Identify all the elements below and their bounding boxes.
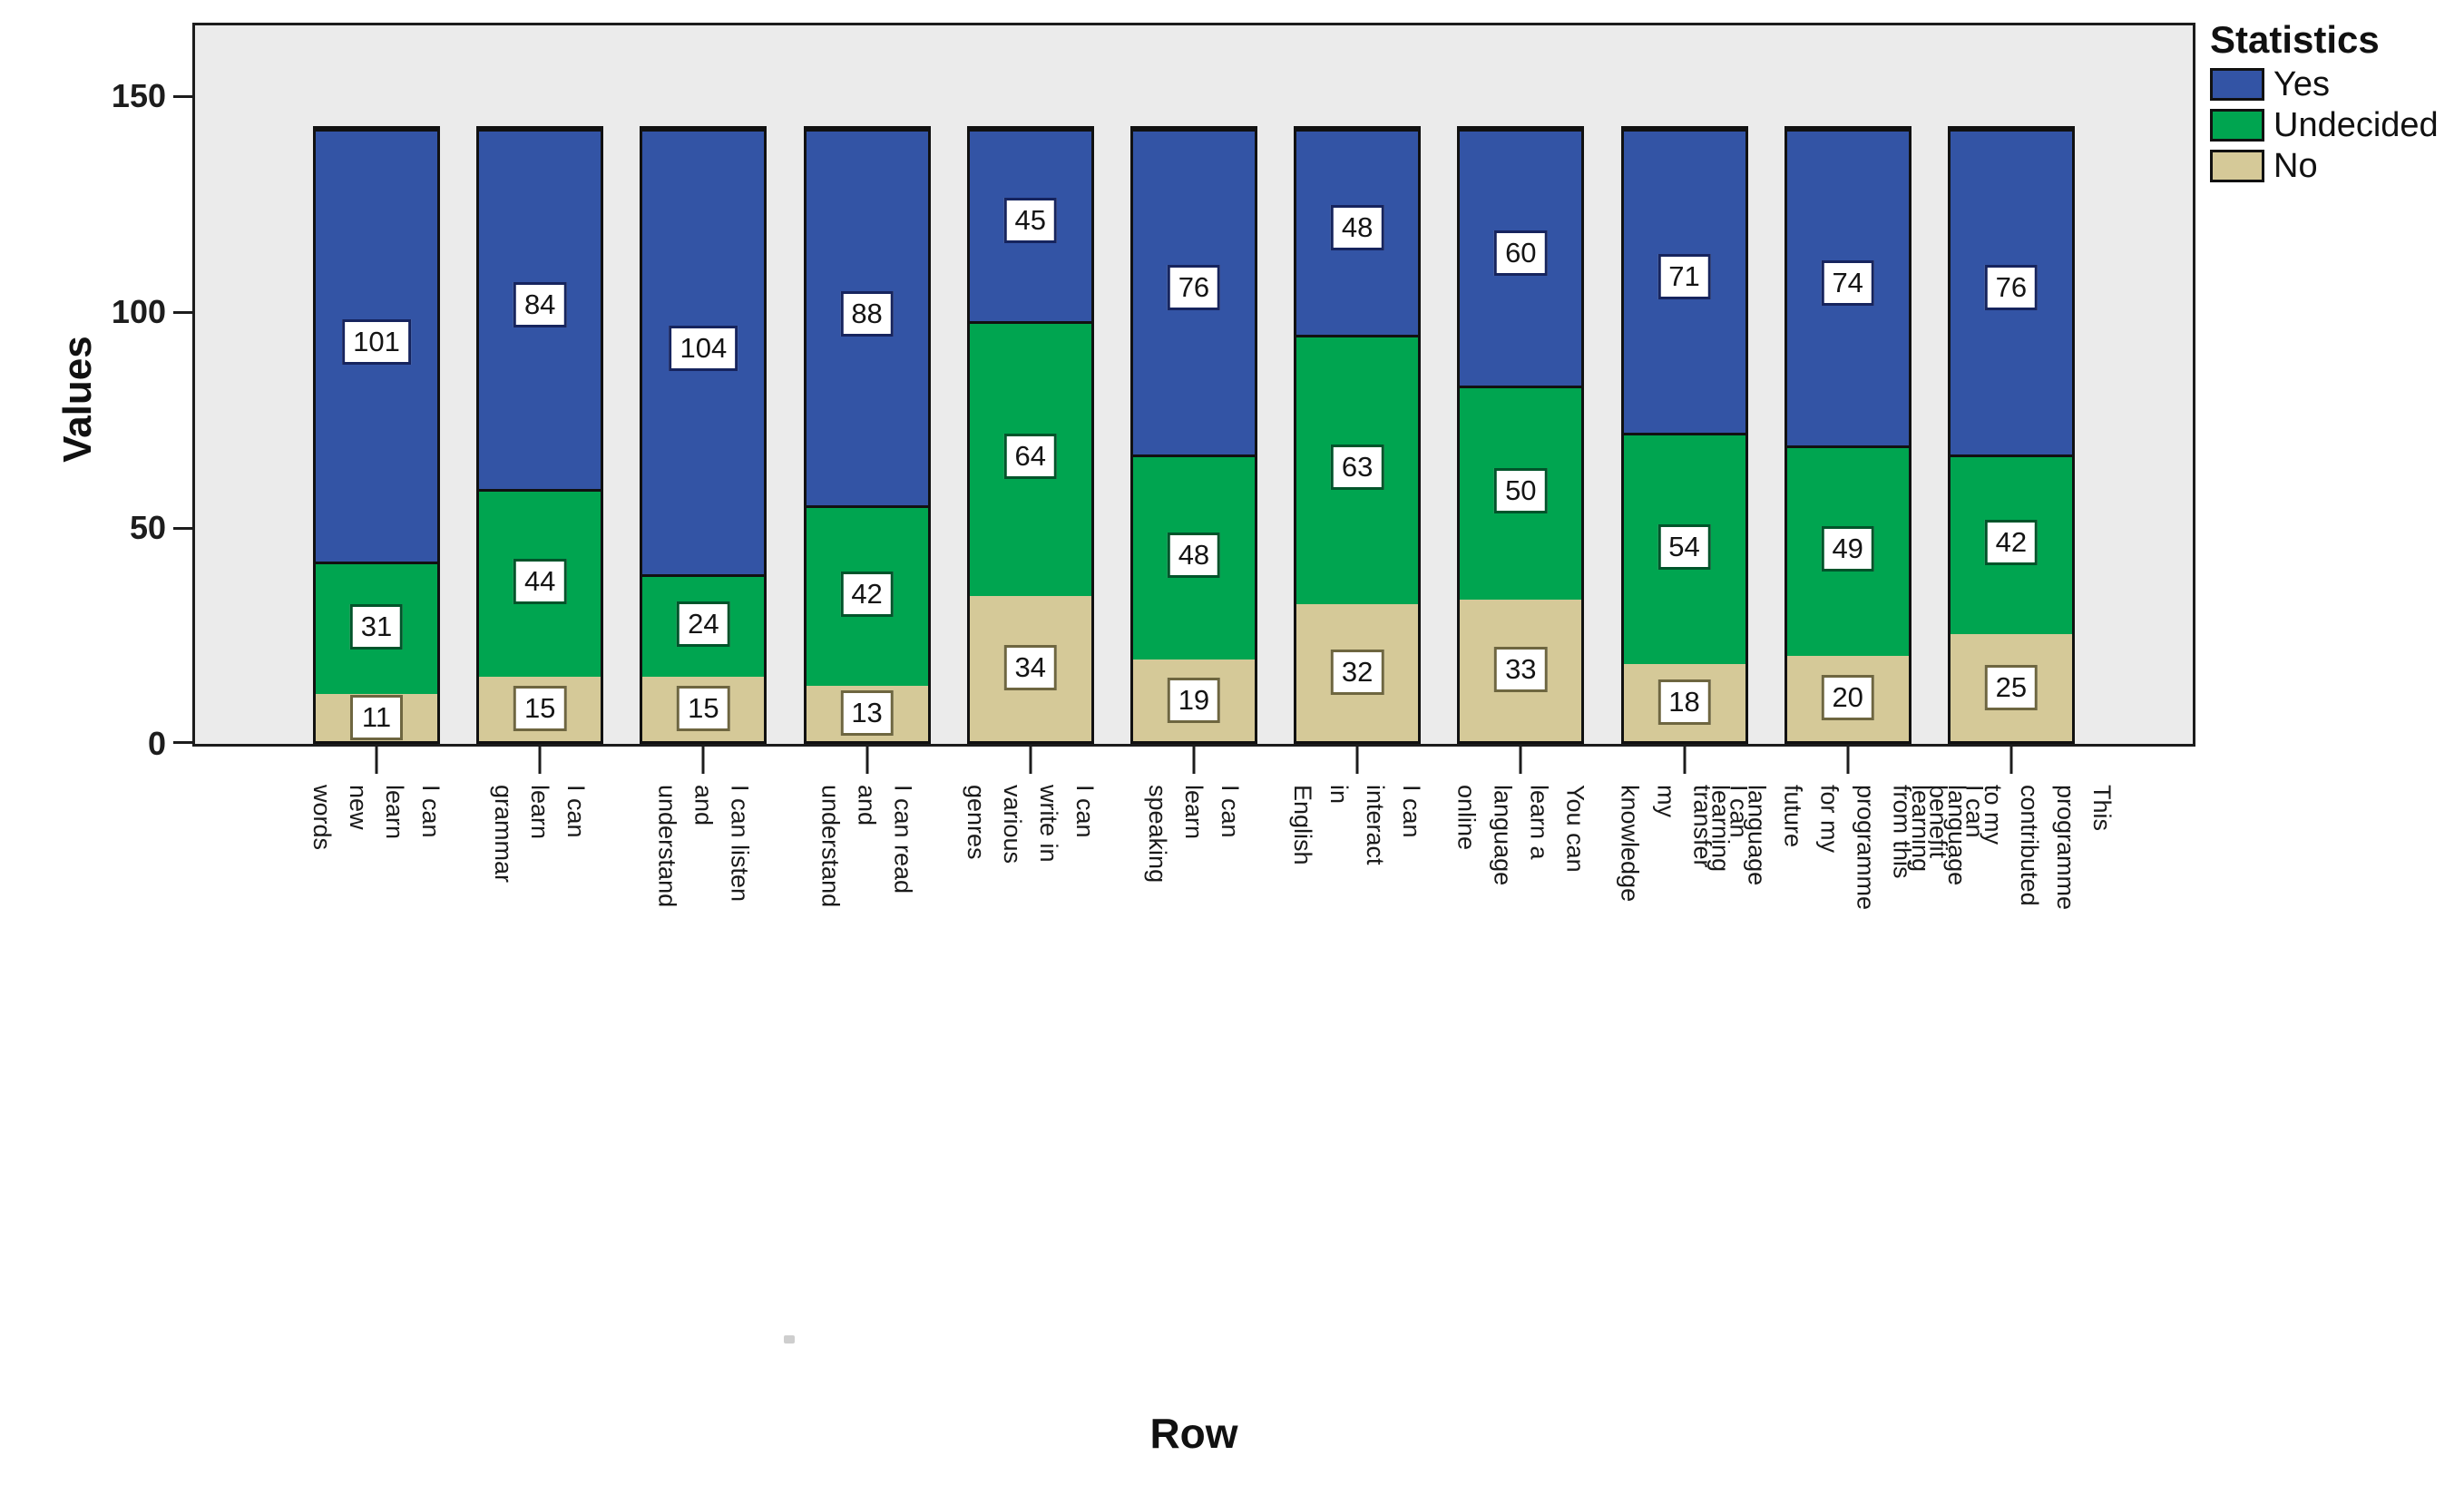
plot-area: 11 31 101 I can learn new words 15 44 84 I can … <box>112 23 2195 910</box>
value-label-yes: 84 <box>513 282 567 328</box>
legend-entries: Yes Undecided No <box>2210 66 2439 184</box>
value-label-no: 34 <box>1003 645 1057 691</box>
category-label: I can learn grammar <box>490 785 591 884</box>
bar-category-11: 25 42 76 This programme contributed to my l… <box>1907 126 2116 910</box>
y-tick-label: 100 <box>111 293 166 330</box>
value-label-no: 20 <box>1821 675 1874 721</box>
y-tick <box>173 94 195 98</box>
y-tick-label: 0 <box>147 725 166 762</box>
value-label-no: 11 <box>350 694 403 740</box>
legend-label: No <box>2273 147 2318 185</box>
category-label: I can listen and understand <box>653 785 754 908</box>
value-label-no: 15 <box>677 686 730 732</box>
x-tick <box>1029 747 1032 774</box>
legend-label: Yes <box>2273 65 2330 103</box>
value-label-yes: 104 <box>669 325 738 371</box>
value-label-undecided: 63 <box>1330 444 1384 490</box>
legend-row-no: No <box>2210 148 2439 184</box>
bar-category-1: 11 31 101 I can learn new words <box>308 126 445 850</box>
bar-category-10: 20 49 74 I can benefit from this programme … <box>1707 126 1989 910</box>
stray-mark <box>784 1335 795 1344</box>
value-label-no: 13 <box>840 690 894 737</box>
value-label-undecided: 24 <box>677 601 730 648</box>
x-tick <box>865 747 869 774</box>
legend-title: Statistics <box>2210 18 2380 61</box>
x-tick <box>2009 747 2013 774</box>
x-axis-title: Row <box>1149 1410 1238 1457</box>
value-label-undecided: 50 <box>1494 467 1548 513</box>
bar-category-6: 19 48 76 I can learn speaking <box>1129 126 1257 883</box>
y-tick-label: 50 <box>129 509 166 546</box>
value-label-no: 33 <box>1494 647 1548 693</box>
value-label-no: 15 <box>513 686 567 732</box>
bar-category-8: 33 50 60 You can learn a language online <box>1452 126 1589 885</box>
y-tick-label: 150 <box>111 77 166 114</box>
legend-swatch-undecided <box>2210 109 2264 142</box>
value-label-yes: 88 <box>840 290 894 337</box>
bars-container: 11 31 101 I can learn new words 15 44 84 I can … <box>195 25 2193 910</box>
value-label-no: 19 <box>1167 677 1221 723</box>
value-label-yes: 71 <box>1657 254 1711 300</box>
x-tick <box>1192 747 1196 774</box>
category-label: I can interact in English <box>1289 785 1426 865</box>
x-tick <box>1355 747 1359 774</box>
x-tick <box>701 747 705 774</box>
legend-row-undecided: Undecided <box>2210 107 2439 143</box>
legend-swatch-no <box>2210 150 2264 182</box>
x-tick <box>1846 747 1850 774</box>
bar-category-7: 32 63 48 I can interact in English <box>1289 126 1425 865</box>
category-label: I can transfer my knowledge <box>1616 785 1753 903</box>
y-tick <box>173 310 195 314</box>
value-label-no: 25 <box>1984 664 2039 710</box>
category-label: You can learn a language online <box>1452 785 1589 886</box>
value-label-yes: 74 <box>1821 260 1874 307</box>
value-label-yes: 60 <box>1494 230 1548 277</box>
value-label-yes: 101 <box>342 318 411 365</box>
category-label: I can write in various genres <box>962 785 1099 865</box>
value-label-yes: 76 <box>1167 265 1221 311</box>
x-tick <box>538 747 542 774</box>
value-label-undecided: 64 <box>1003 433 1057 479</box>
value-label-undecided: 54 <box>1657 523 1711 570</box>
value-label-yes: 76 <box>1984 265 2039 311</box>
value-label-undecided: 48 <box>1167 533 1221 579</box>
bar-category-2: 15 44 84 I can learn grammar <box>476 126 604 883</box>
category-label: This programme contributed to my languag… <box>1906 785 2116 911</box>
category-label: I can learn new words <box>308 785 445 851</box>
x-tick <box>1683 747 1686 774</box>
bar-category-9: 18 54 71 I can transfer my knowledge <box>1617 126 1753 902</box>
value-label-yes: 45 <box>1003 198 1057 244</box>
value-label-undecided: 44 <box>513 558 567 604</box>
legend-swatch-yes <box>2210 68 2264 101</box>
category-label: I can benefit from this programme for my… <box>1706 785 1989 911</box>
category-label: I can read and understand <box>816 785 917 908</box>
value-label-undecided: 42 <box>840 572 894 618</box>
bar-category-3: 15 24 104 I can listen and understand <box>640 126 768 907</box>
value-label-no: 18 <box>1657 679 1711 726</box>
value-label-no: 32 <box>1330 649 1384 695</box>
legend: Statistics Yes Undecided No <box>2210 18 2439 184</box>
category-label: I can learn speaking <box>1143 785 1244 884</box>
legend-row-yes: Yes <box>2210 66 2439 103</box>
y-axis-title: Values <box>55 336 100 463</box>
value-label-undecided: 42 <box>1984 520 2039 566</box>
y-tick <box>173 526 195 530</box>
legend-label: Undecided <box>2273 106 2439 144</box>
value-label-undecided: 31 <box>349 603 404 650</box>
x-tick <box>1519 747 1522 774</box>
bar-category-4: 13 42 88 I can read and understand <box>803 126 931 907</box>
x-tick <box>375 747 378 774</box>
bar-category-5: 34 64 45 I can write in various genres <box>963 126 1099 864</box>
value-label-yes: 48 <box>1330 204 1384 250</box>
value-label-undecided: 49 <box>1821 526 1874 572</box>
y-tick <box>173 741 195 744</box>
